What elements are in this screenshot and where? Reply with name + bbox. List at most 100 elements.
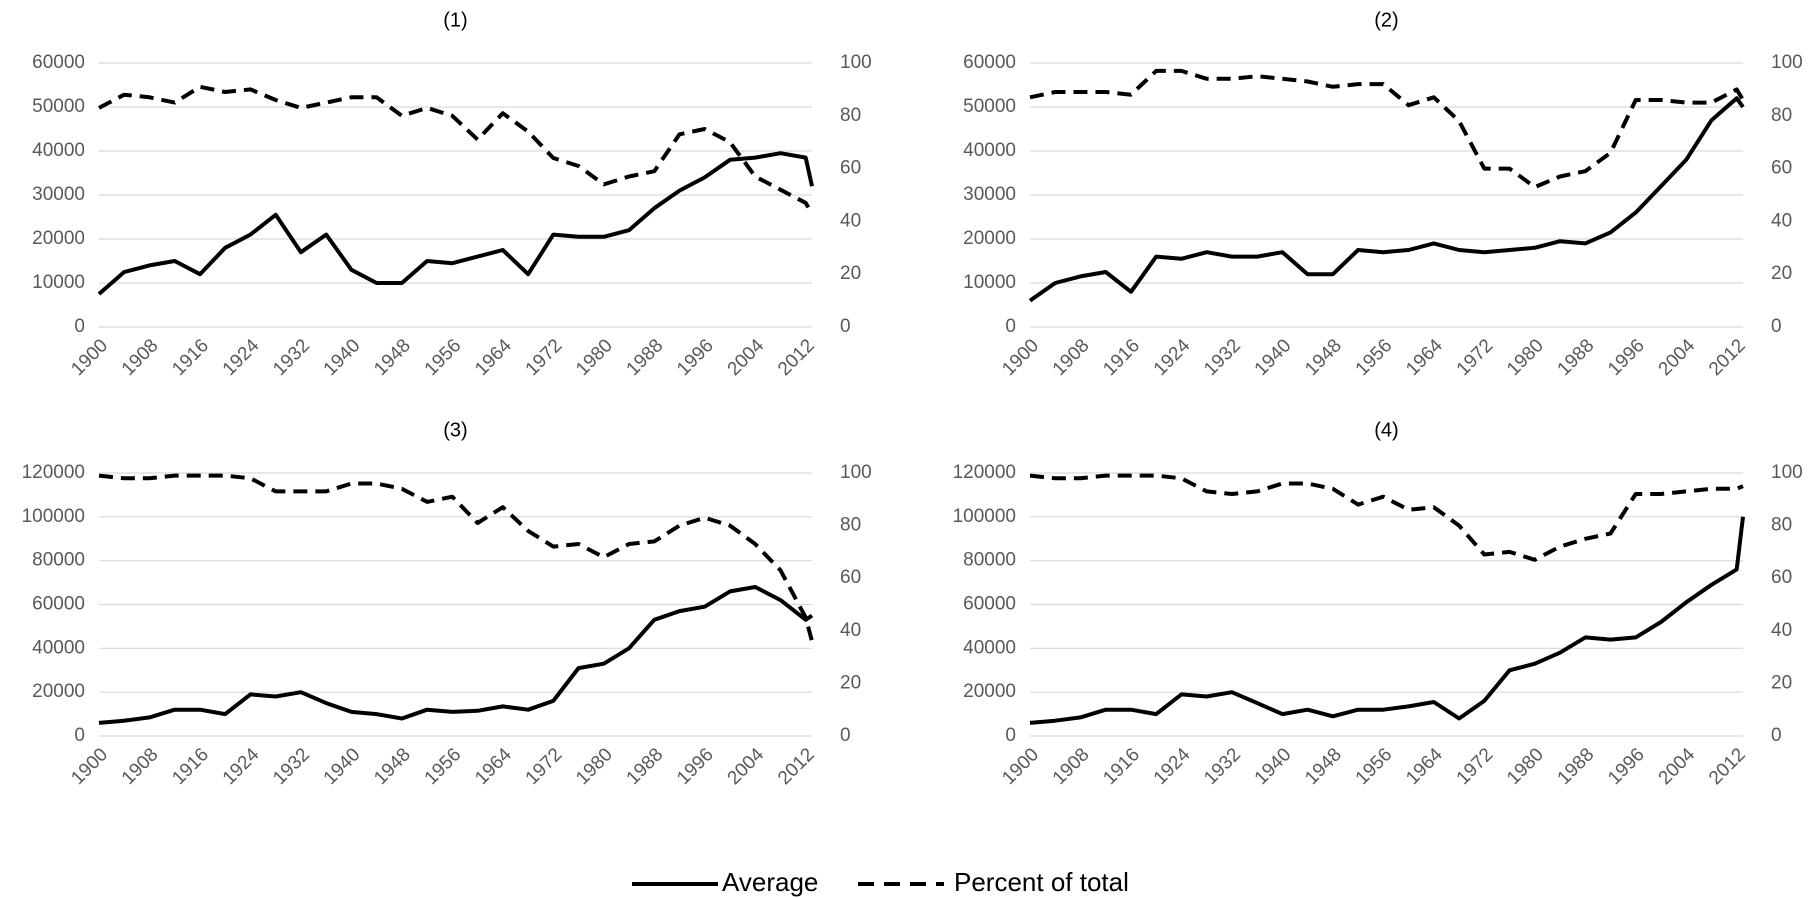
y-tick-label: 30000 (963, 184, 1016, 205)
x-tick-label: 1996 (1604, 335, 1649, 380)
x-tick-label: 1948 (1301, 335, 1346, 380)
x-tick-label: 1988 (623, 335, 668, 380)
y2-tick-label: 80 (1771, 515, 1792, 536)
series-line (97, 151, 814, 296)
x-tick-label: 1964 (1402, 335, 1447, 380)
x-tick-label: 2012 (774, 744, 819, 789)
x-tick-label: 1940 (320, 335, 365, 380)
y2-tick-label: 40 (840, 620, 861, 641)
y2-tick-label: 100 (1771, 462, 1803, 483)
x-tick-label: 1924 (1150, 335, 1195, 380)
x-tick-label: 1964 (471, 335, 516, 380)
y2-tick-label: 100 (840, 52, 872, 73)
x-tick-label: 1972 (522, 744, 567, 789)
y-tick-label: 40000 (963, 637, 1016, 658)
y-tick-label: 20000 (963, 681, 1016, 702)
x-tick-label: 2004 (724, 744, 769, 789)
x-tick-label: 1916 (1099, 335, 1144, 380)
x-tick-label: 1988 (1554, 335, 1599, 380)
chart-title: (1) (443, 9, 467, 31)
x-tick-label: 1980 (572, 744, 617, 789)
y-tick-label: 40000 (32, 140, 85, 161)
y2-tick-label: 20 (840, 672, 861, 693)
x-tick-label: 2012 (774, 335, 819, 380)
x-tick-label: 1908 (118, 335, 163, 380)
x-tick-label: 1956 (1352, 744, 1397, 789)
x-tick-label: 1924 (1150, 744, 1195, 789)
x-tick-label: 1948 (370, 335, 415, 380)
y2-tick-label: 80 (1771, 105, 1792, 126)
x-tick-label: 1900 (998, 744, 1043, 789)
x-tick-label: 1908 (118, 744, 163, 789)
x-tick-label: 1940 (320, 744, 365, 789)
chart-title: (2) (1374, 9, 1398, 31)
y-tick-label: 40000 (963, 140, 1016, 161)
y2-tick-label: 0 (1771, 316, 1782, 337)
y-tick-label: 10000 (963, 272, 1016, 293)
y2-tick-label: 60 (840, 158, 861, 179)
y-tick-label: 0 (74, 725, 85, 746)
x-tick-label: 1956 (421, 335, 466, 380)
y2-tick-label: 80 (840, 105, 861, 126)
y-tick-label: 100000 (22, 506, 85, 527)
y-tick-label: 50000 (32, 96, 85, 117)
x-tick-label: 1988 (623, 744, 668, 789)
y2-tick-label: 60 (1771, 158, 1792, 179)
x-tick-label: 1972 (1453, 744, 1498, 789)
y2-tick-label: 0 (1771, 725, 1782, 746)
x-tick-label: 1956 (1352, 335, 1397, 380)
x-tick-label: 1996 (673, 744, 718, 789)
x-tick-label: 1972 (1453, 335, 1498, 380)
x-tick-label: 1932 (1200, 744, 1245, 789)
x-tick-label: 1932 (269, 335, 314, 380)
y2-tick-label: 80 (840, 515, 861, 536)
y2-tick-label: 40 (1771, 620, 1792, 641)
x-tick-label: 1900 (67, 335, 112, 380)
chart-title: (4) (1374, 419, 1398, 441)
x-tick-label: 1916 (168, 335, 213, 380)
y-tick-label: 20000 (32, 228, 85, 249)
y-tick-label: 0 (1005, 316, 1016, 337)
y-tick-label: 50000 (963, 96, 1016, 117)
x-tick-label: 2004 (724, 335, 769, 380)
x-tick-label: 1916 (168, 744, 213, 789)
x-tick-label: 1948 (370, 744, 415, 789)
y2-tick-label: 20 (1771, 672, 1792, 693)
series-line (1028, 96, 1745, 303)
x-tick-label: 1916 (1099, 744, 1144, 789)
y2-tick-label: 60 (1771, 567, 1792, 588)
y-tick-label: 60000 (963, 594, 1016, 615)
y-tick-label: 60000 (32, 594, 85, 615)
y-tick-label: 10000 (32, 272, 85, 293)
x-tick-label: 1948 (1301, 744, 1346, 789)
x-tick-label: 1956 (421, 744, 466, 789)
x-tick-label: 2012 (1705, 335, 1750, 380)
y2-tick-label: 100 (840, 462, 872, 483)
legend-label: Average (722, 867, 818, 897)
legend-label: Percent of total (954, 867, 1129, 897)
x-tick-label: 1940 (1251, 744, 1296, 789)
y2-tick-label: 20 (1771, 263, 1792, 284)
y-tick-label: 100000 (953, 506, 1016, 527)
x-tick-label: 1964 (1402, 744, 1447, 789)
x-tick-label: 1940 (1251, 335, 1296, 380)
y2-tick-label: 20 (840, 263, 861, 284)
y-tick-label: 0 (74, 316, 85, 337)
series-line (98, 473, 814, 642)
chart-title: (3) (443, 419, 467, 441)
series-line (1029, 68, 1745, 190)
x-tick-label: 1932 (1200, 335, 1245, 380)
x-tick-label: 1908 (1049, 335, 1094, 380)
x-tick-label: 1932 (269, 744, 314, 789)
y-tick-label: 0 (1005, 725, 1016, 746)
y2-tick-label: 0 (840, 725, 851, 746)
x-tick-label: 1980 (1503, 335, 1548, 380)
x-tick-label: 2012 (1705, 744, 1750, 789)
y-tick-label: 120000 (22, 462, 85, 483)
y-tick-label: 80000 (963, 550, 1016, 571)
y-tick-label: 20000 (32, 681, 85, 702)
x-tick-label: 1924 (219, 744, 264, 789)
x-tick-label: 1908 (1049, 744, 1094, 789)
y-tick-label: 120000 (953, 462, 1016, 483)
